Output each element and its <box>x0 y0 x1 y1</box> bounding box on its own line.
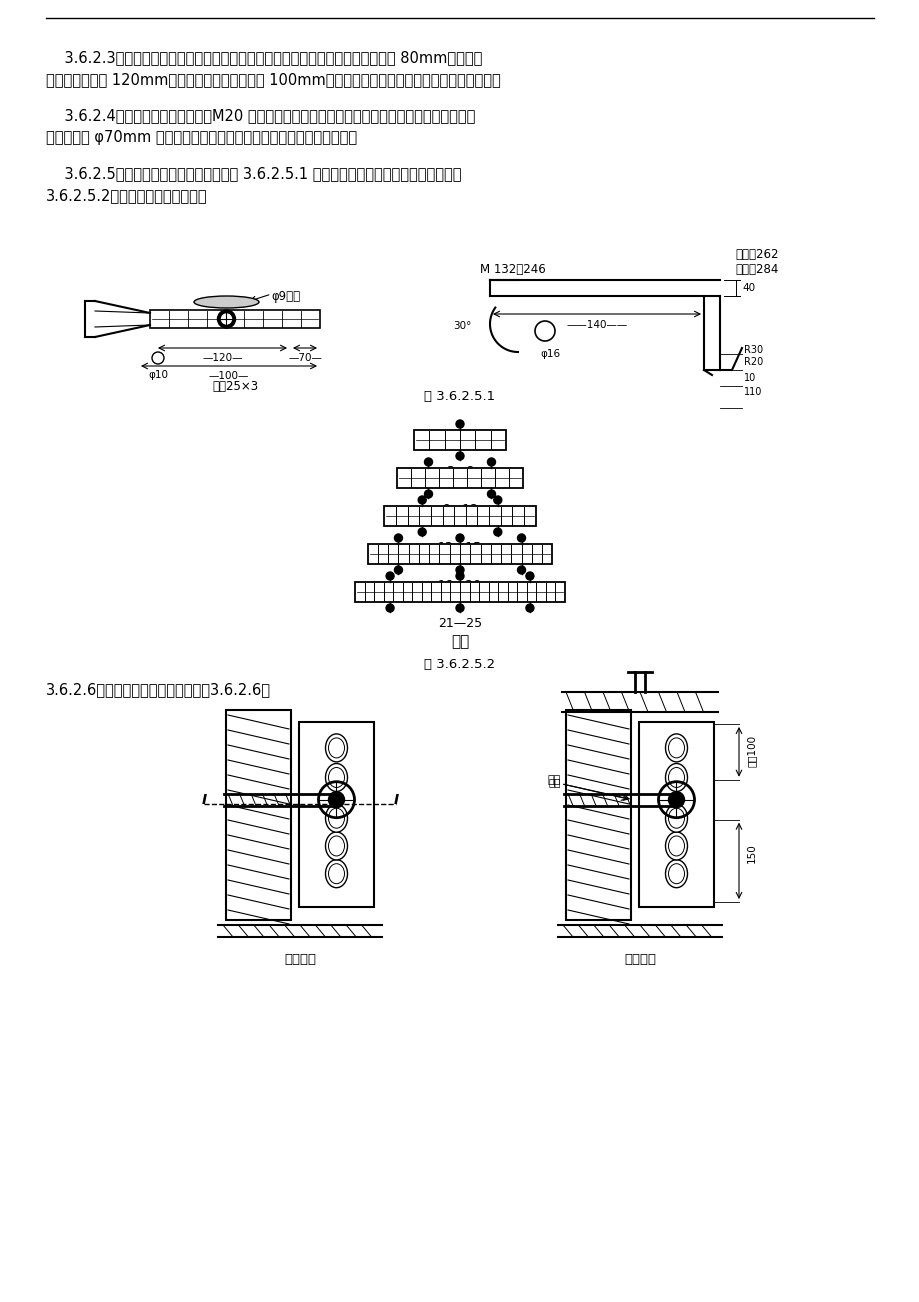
Text: 9—12: 9—12 <box>441 503 478 516</box>
Circle shape <box>456 572 463 579</box>
Text: I: I <box>393 793 398 807</box>
Text: φ10: φ10 <box>148 370 168 380</box>
Text: 10: 10 <box>743 372 755 383</box>
Text: 3.6.2.5柱型散热器的固定卡及托钩按图 3.6.2.5.1 加工。托钩及固定卡的数量和位置按图: 3.6.2.5柱型散热器的固定卡及托钩按图 3.6.2.5.1 加工。托钩及固定… <box>46 165 461 181</box>
Text: I: I <box>201 793 207 807</box>
Text: —120—: —120— <box>202 353 243 363</box>
Circle shape <box>456 604 463 612</box>
Text: 柱型: 柱型 <box>450 634 469 648</box>
Text: φ9钢筋: φ9钢筋 <box>271 290 301 303</box>
Text: —100—: —100— <box>209 371 249 381</box>
Bar <box>355 582 564 602</box>
Text: 图 3.6.2.5.1: 图 3.6.2.5.1 <box>424 391 495 404</box>
Ellipse shape <box>328 809 344 828</box>
Text: 150: 150 <box>746 844 756 863</box>
Circle shape <box>668 792 684 807</box>
Ellipse shape <box>328 738 344 758</box>
Ellipse shape <box>668 738 684 758</box>
Text: 四柱＝262: 四柱＝262 <box>734 247 777 260</box>
Text: 3.6.2.6柱型散热器卡子托钩安装见图3.6.2.6。: 3.6.2.6柱型散热器卡子托钩安装见图3.6.2.6。 <box>46 682 271 697</box>
Text: R30: R30 <box>743 345 762 355</box>
Text: 大于100: 大于100 <box>746 734 756 767</box>
Circle shape <box>221 314 232 324</box>
Circle shape <box>217 310 235 328</box>
Circle shape <box>386 572 393 579</box>
Circle shape <box>517 566 525 574</box>
Ellipse shape <box>668 863 684 884</box>
Bar <box>414 430 505 450</box>
Text: 扁铁25×3: 扁铁25×3 <box>211 380 258 393</box>
Text: 托钩: 托钩 <box>547 775 561 785</box>
Ellipse shape <box>328 863 344 884</box>
Ellipse shape <box>668 809 684 828</box>
Text: 40: 40 <box>742 283 754 293</box>
Circle shape <box>394 566 402 574</box>
Text: 五柱＝284: 五柱＝284 <box>734 263 777 276</box>
Ellipse shape <box>325 763 347 792</box>
Ellipse shape <box>664 805 686 832</box>
Ellipse shape <box>325 859 347 888</box>
Circle shape <box>328 792 344 807</box>
Text: 3.6.2.3用錾子或冲击钻等在墙上按画出的位置打孔洞。固定卡孔洞的深度不少于 80mm，托钩孔: 3.6.2.3用錾子或冲击钻等在墙上按画出的位置打孔洞。固定卡孔洞的深度不少于 … <box>46 49 482 65</box>
Circle shape <box>526 604 533 612</box>
Text: 3—8: 3—8 <box>446 465 473 478</box>
Ellipse shape <box>328 767 344 788</box>
Circle shape <box>456 566 463 574</box>
Circle shape <box>386 604 393 612</box>
Bar <box>384 506 535 526</box>
Bar <box>299 723 374 907</box>
Bar <box>150 310 320 328</box>
Ellipse shape <box>325 734 347 762</box>
Text: 用画线尺或 φ70mm 管放在托钩上，用水平尺找平找正，填满砂浆抹平。: 用画线尺或 φ70mm 管放在托钩上，用水平尺找平找正，填满砂浆抹平。 <box>46 130 357 145</box>
Circle shape <box>418 496 425 504</box>
Circle shape <box>424 458 432 466</box>
Text: ——140——: ——140—— <box>566 320 627 329</box>
Bar <box>226 710 290 921</box>
Text: 30°: 30° <box>453 322 471 331</box>
Ellipse shape <box>668 767 684 788</box>
Bar <box>565 710 630 921</box>
Bar <box>397 467 522 488</box>
Ellipse shape <box>664 763 686 792</box>
Ellipse shape <box>325 832 347 859</box>
Text: 图 3.6.2.5.2: 图 3.6.2.5.2 <box>424 658 495 671</box>
Circle shape <box>517 534 525 542</box>
Text: 卡子: 卡子 <box>548 777 561 786</box>
Bar <box>639 723 713 907</box>
Ellipse shape <box>328 836 344 855</box>
Text: M 132＝246: M 132＝246 <box>480 263 545 276</box>
Ellipse shape <box>668 836 684 855</box>
Text: φ16: φ16 <box>539 349 560 359</box>
Text: 卡子安装: 卡子安装 <box>284 953 315 966</box>
Ellipse shape <box>325 805 347 832</box>
Text: 托钩安装: 托钩安装 <box>623 953 655 966</box>
Circle shape <box>487 458 495 466</box>
Text: 洞的深度不少于 120mm，现浇混凝土墙的深度为 100mm（使用膨胀螺栓应按膨胀螺栓的要求深度）。: 洞的深度不少于 120mm，现浇混凝土墙的深度为 100mm（使用膨胀螺栓应按膨… <box>46 72 500 87</box>
Circle shape <box>487 490 495 497</box>
Circle shape <box>394 534 402 542</box>
Text: 3.6.2.4用水冲净洞内杂物，填入M20 水泥砂浆到洞深的一半时，将固卡、托钩插入洞内，塞紧，: 3.6.2.4用水冲净洞内杂物，填入M20 水泥砂浆到洞深的一半时，将固卡、托钩… <box>46 108 475 122</box>
Circle shape <box>424 490 432 497</box>
Circle shape <box>456 452 463 460</box>
Text: 110: 110 <box>743 387 762 397</box>
Circle shape <box>418 529 425 536</box>
Bar <box>368 544 551 564</box>
Ellipse shape <box>194 296 259 309</box>
Ellipse shape <box>664 832 686 859</box>
Ellipse shape <box>664 734 686 762</box>
Text: —70—: —70— <box>288 353 322 363</box>
Circle shape <box>526 572 533 579</box>
Text: 16—20: 16—20 <box>437 579 482 592</box>
Circle shape <box>494 496 501 504</box>
Ellipse shape <box>664 859 686 888</box>
Text: 21—25: 21—25 <box>437 617 482 630</box>
Circle shape <box>494 529 501 536</box>
Circle shape <box>456 421 463 428</box>
Text: 13—15: 13—15 <box>437 542 482 553</box>
Text: 3.6.2.5.2安装（方格代表炉片）。: 3.6.2.5.2安装（方格代表炉片）。 <box>46 187 208 203</box>
Text: R20: R20 <box>743 357 763 367</box>
Circle shape <box>456 534 463 542</box>
